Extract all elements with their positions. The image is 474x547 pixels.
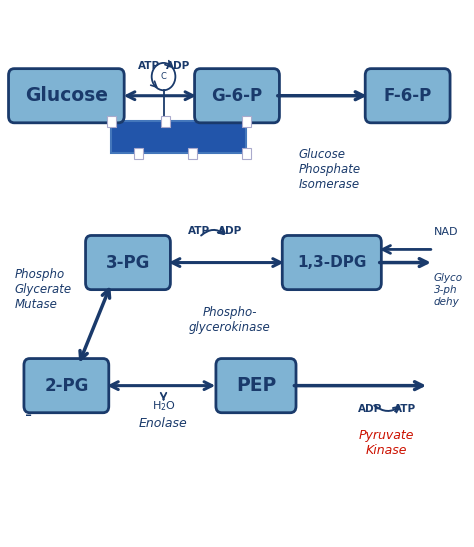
FancyBboxPatch shape — [365, 69, 450, 123]
Text: Glucose
Phosphate
Isomerase: Glucose Phosphate Isomerase — [299, 148, 361, 191]
FancyBboxPatch shape — [134, 148, 143, 159]
Text: 1,3-DPG: 1,3-DPG — [297, 255, 366, 270]
Text: H$_2$O: H$_2$O — [152, 399, 175, 413]
Text: Phospho-
glycerokinase: Phospho- glycerokinase — [189, 306, 271, 334]
FancyBboxPatch shape — [107, 116, 116, 127]
Text: F-6-P: F-6-P — [383, 87, 432, 104]
Text: NAD: NAD — [434, 228, 458, 237]
FancyBboxPatch shape — [9, 69, 124, 123]
Text: C: C — [161, 72, 166, 81]
Text: ATP: ATP — [394, 404, 416, 414]
FancyBboxPatch shape — [242, 116, 251, 127]
Text: Pyruvate
Kinase: Pyruvate Kinase — [358, 429, 414, 457]
Text: ADP: ADP — [165, 61, 190, 71]
Text: Glucose: Glucose — [25, 86, 108, 105]
FancyBboxPatch shape — [282, 235, 381, 290]
FancyBboxPatch shape — [161, 116, 170, 127]
Text: Glyco
3-ph
dehy: Glyco 3-ph dehy — [434, 274, 463, 306]
FancyBboxPatch shape — [24, 359, 109, 412]
Text: 2-PG: 2-PG — [44, 377, 89, 394]
Text: G-6-P: G-6-P — [211, 87, 263, 104]
Text: PEP: PEP — [236, 376, 276, 395]
Text: ADP: ADP — [357, 404, 382, 414]
FancyBboxPatch shape — [188, 148, 197, 159]
Text: Enolase: Enolase — [139, 417, 188, 430]
FancyBboxPatch shape — [194, 69, 279, 123]
FancyBboxPatch shape — [85, 235, 170, 290]
Text: Phospho
Glycerate
Mutase: Phospho Glycerate Mutase — [14, 269, 72, 311]
Text: 3-PG: 3-PG — [106, 254, 150, 271]
FancyBboxPatch shape — [216, 359, 296, 412]
Text: ATP: ATP — [188, 226, 210, 236]
FancyBboxPatch shape — [111, 121, 246, 153]
Text: ADP: ADP — [218, 226, 242, 236]
Text: ATP: ATP — [138, 61, 160, 71]
FancyBboxPatch shape — [242, 148, 251, 159]
Text: -: - — [25, 406, 32, 425]
